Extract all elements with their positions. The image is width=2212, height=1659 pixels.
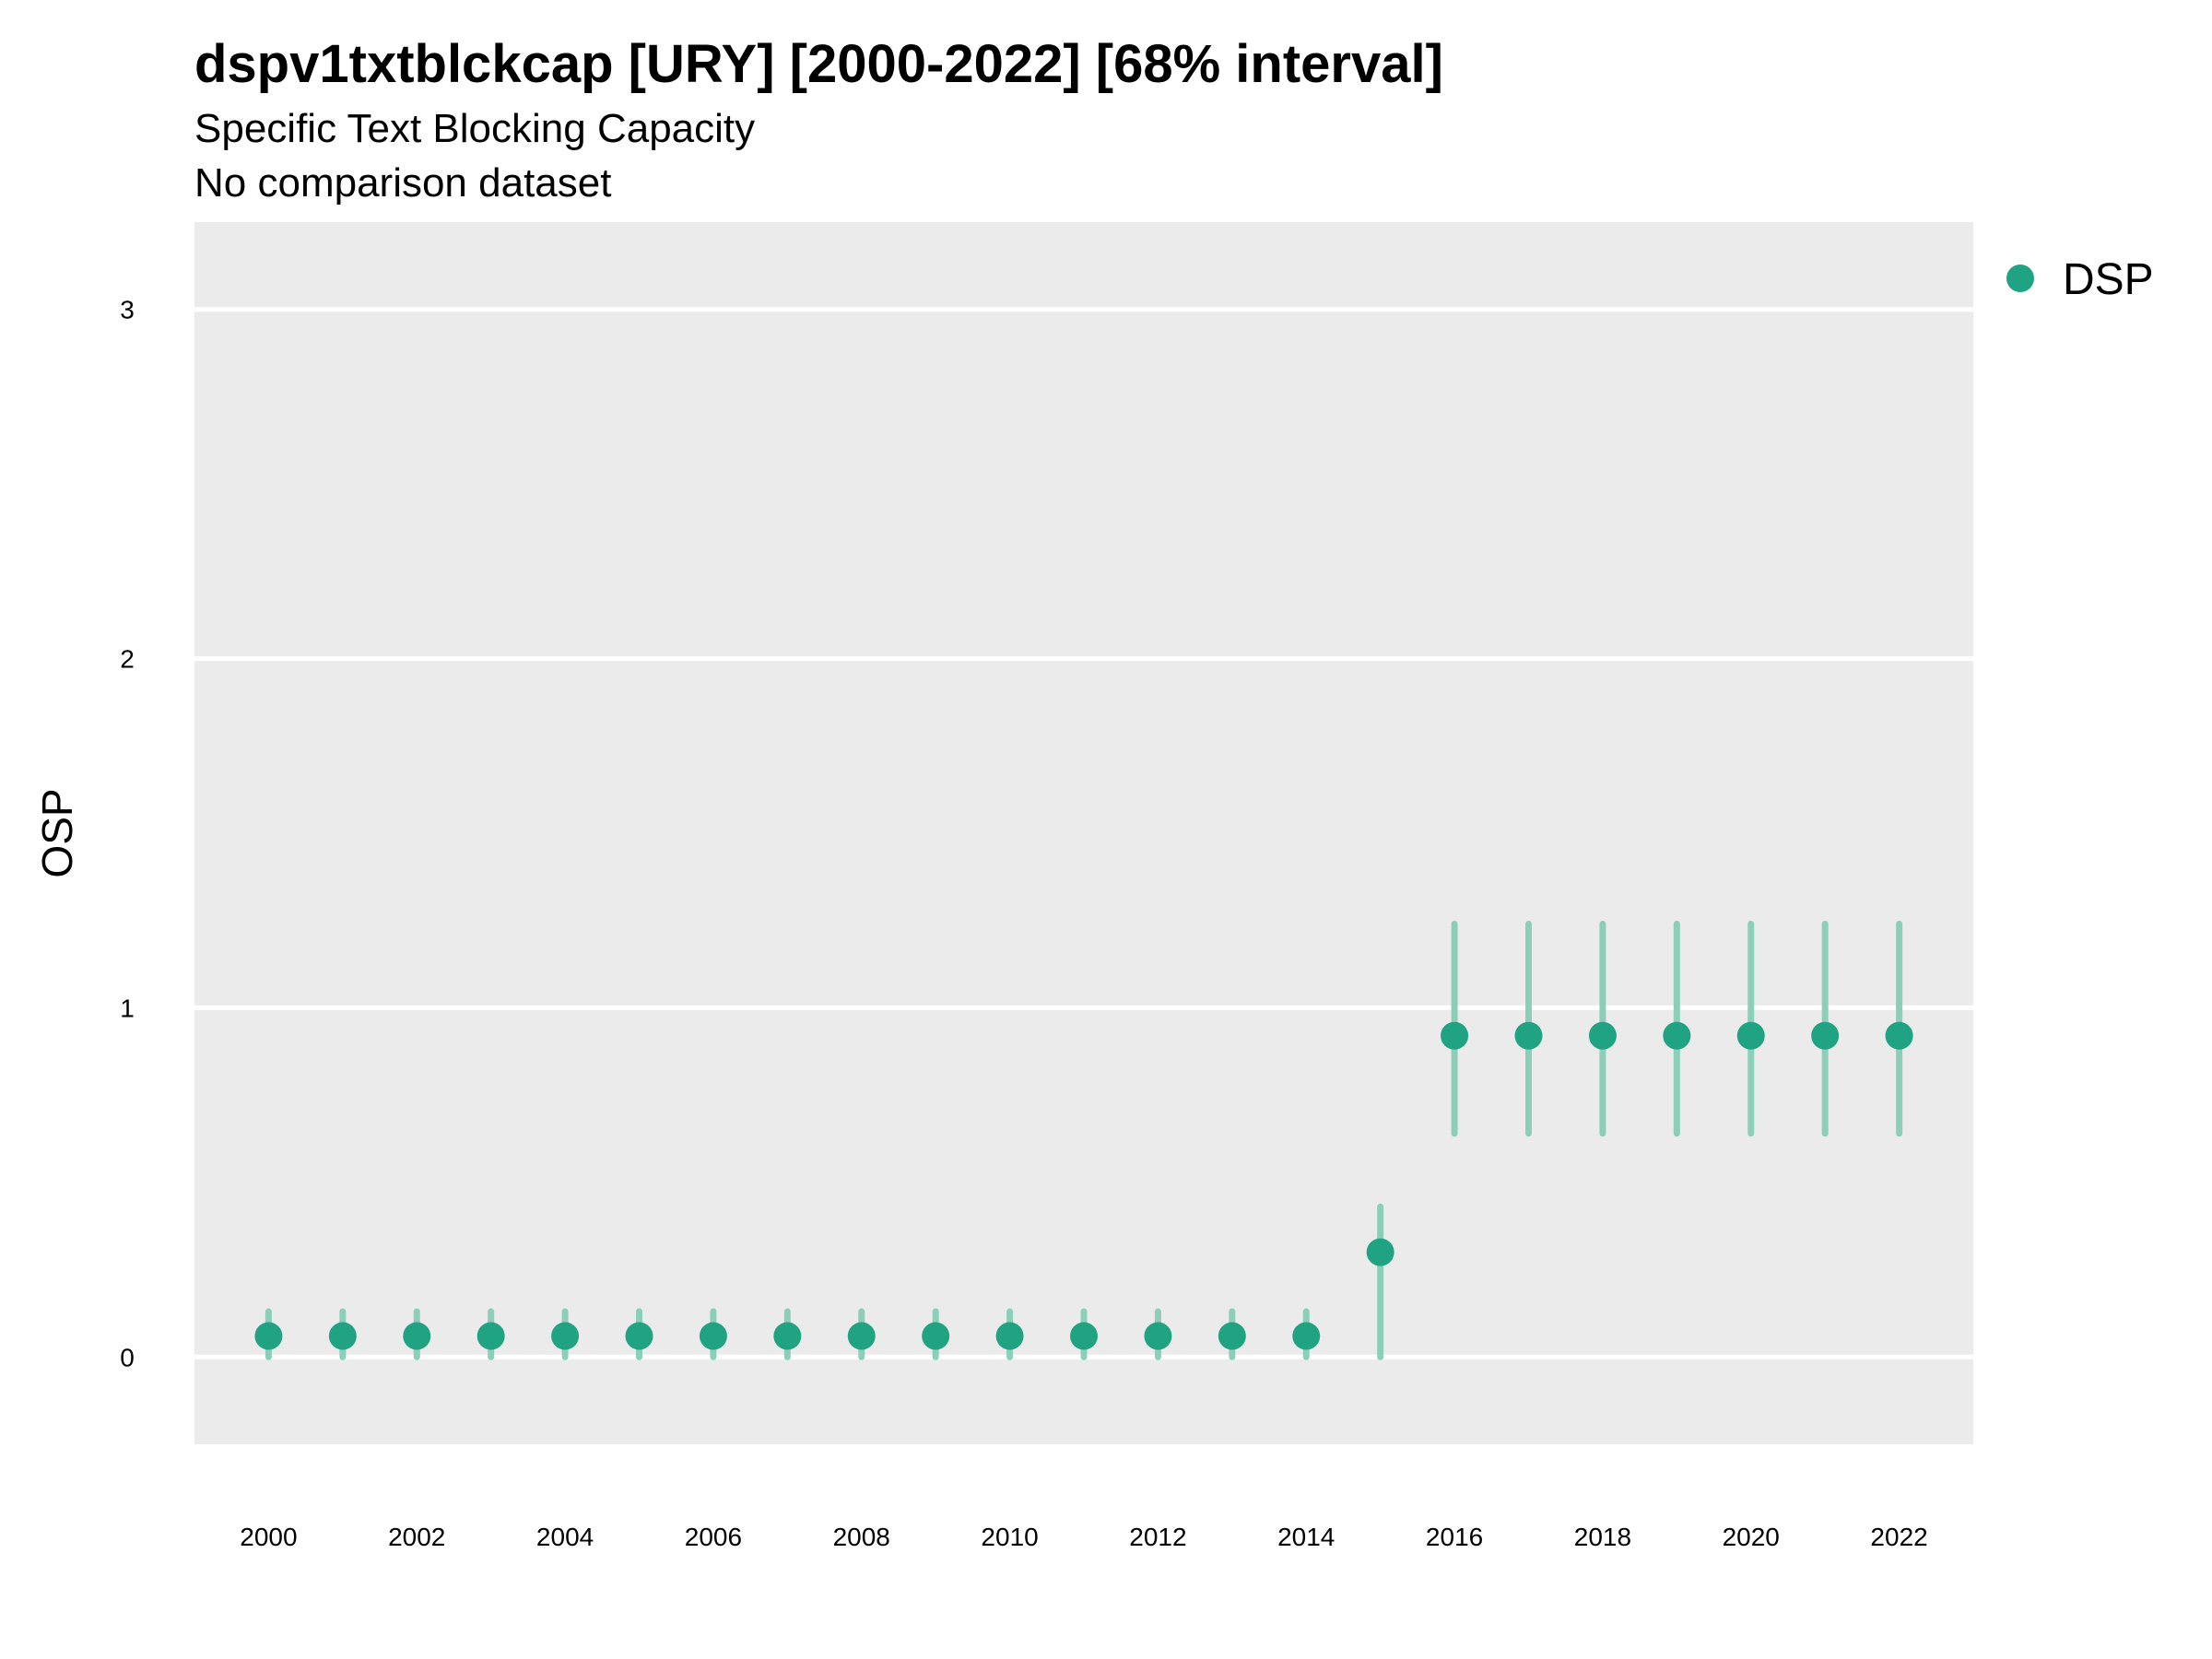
x-tick-label: 2016 <box>1426 1523 1483 1551</box>
x-tick-label: 2014 <box>1277 1523 1335 1551</box>
chart-subtitle-secondary: No comparison dataset <box>194 160 612 206</box>
x-tick-label: 2000 <box>240 1523 297 1551</box>
data-point <box>551 1322 580 1350</box>
data-point <box>1885 1021 1913 1050</box>
data-point <box>922 1322 950 1350</box>
x-tick-label: 2012 <box>1129 1523 1186 1551</box>
data-point <box>1292 1322 1321 1350</box>
chart-subtitle: Specific Text Blocking Capacity <box>194 106 756 151</box>
x-tick-label: 2002 <box>388 1523 445 1551</box>
data-point <box>625 1322 653 1350</box>
x-tick-label: 2006 <box>685 1523 742 1551</box>
y-tick-label: 3 <box>120 296 135 324</box>
data-point <box>254 1322 283 1350</box>
data-point <box>699 1322 727 1350</box>
x-tick-label: 2004 <box>536 1523 594 1551</box>
data-point <box>1366 1238 1394 1266</box>
data-point <box>1663 1021 1691 1050</box>
data-point <box>1070 1322 1098 1350</box>
y-tick-label: 1 <box>120 994 135 1022</box>
y-tick-label: 2 <box>120 645 135 674</box>
y-axis-label: OSP <box>33 788 81 877</box>
plot-panel <box>194 222 1973 1444</box>
x-tick-label: 2018 <box>1574 1523 1631 1551</box>
data-point <box>1811 1021 1840 1050</box>
data-point <box>773 1322 802 1350</box>
data-point <box>328 1322 357 1350</box>
y-tick-label: 0 <box>120 1343 135 1371</box>
legend-label-dsp: DSP <box>2063 255 2154 304</box>
data-point <box>1736 1021 1765 1050</box>
data-point <box>477 1322 505 1350</box>
legend: DSP <box>2006 255 2154 304</box>
y-axis-ticks: 0 1 2 3 <box>120 296 135 1372</box>
x-tick-label: 2022 <box>1870 1523 1927 1551</box>
data-point <box>1144 1322 1172 1350</box>
data-point <box>1218 1322 1246 1350</box>
data-point <box>1441 1021 1469 1050</box>
legend-marker-dsp <box>2006 265 2034 292</box>
data-point <box>1588 1021 1617 1050</box>
x-tick-label: 2008 <box>833 1523 890 1551</box>
data-point <box>847 1322 876 1350</box>
chart-title: dspv1txtblckcap [URY] [2000-2022] [68% i… <box>194 34 1443 94</box>
data-points <box>254 1021 1913 1350</box>
data-point <box>995 1322 1024 1350</box>
x-tick-label: 2020 <box>1723 1523 1780 1551</box>
data-point <box>403 1322 431 1350</box>
x-tick-label: 2010 <box>981 1523 1038 1551</box>
data-point <box>1514 1021 1543 1050</box>
x-axis-ticks: 2000 2002 2004 2006 2008 2010 2012 2014 2016 2018… <box>240 1523 1927 1551</box>
